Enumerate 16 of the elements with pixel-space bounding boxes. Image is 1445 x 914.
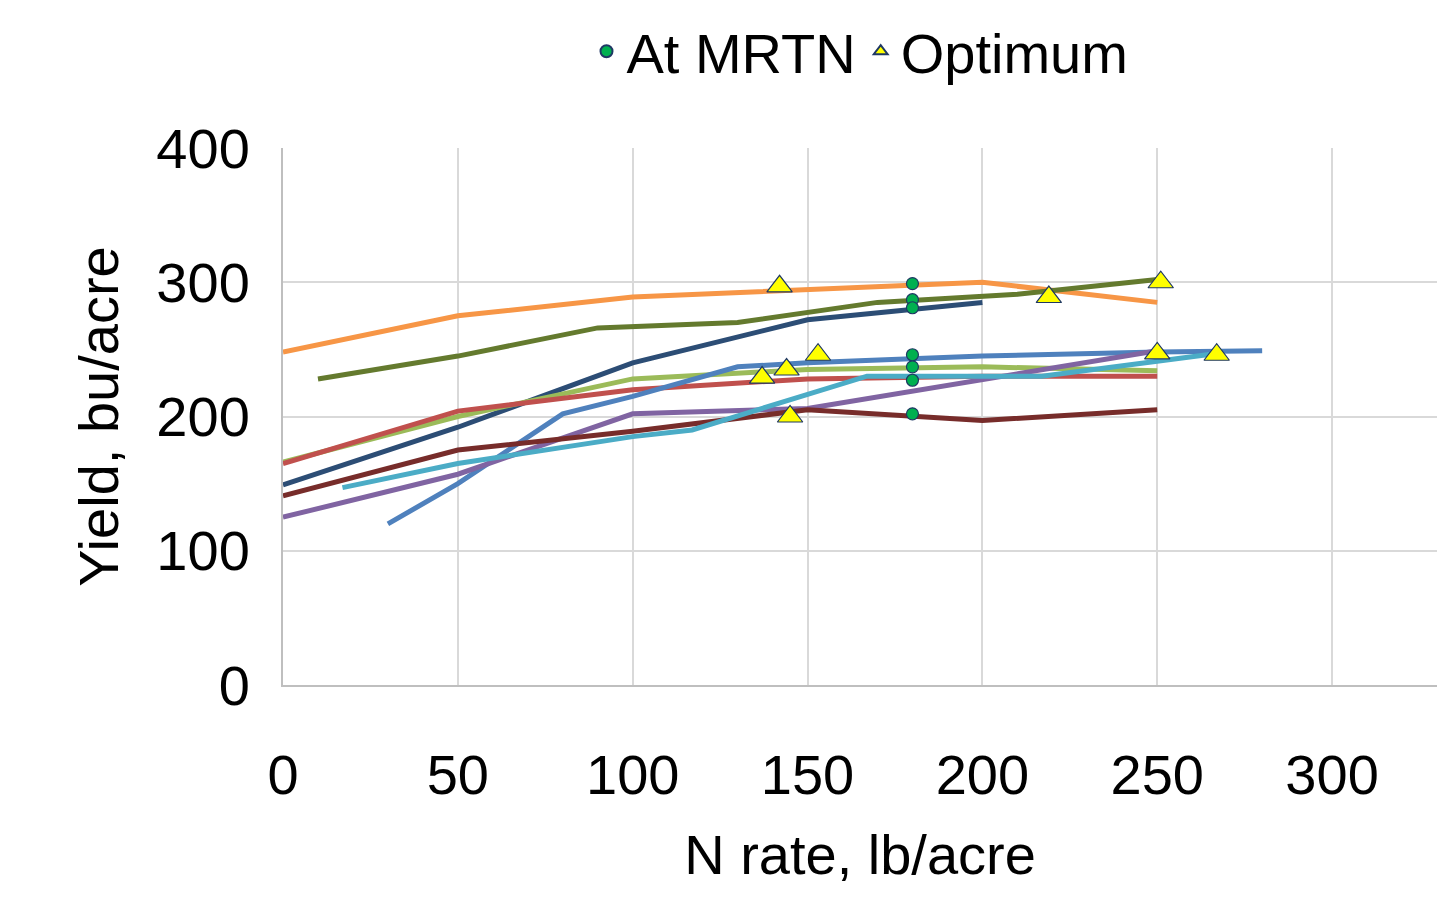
x-tick-label: 0 xyxy=(267,743,299,807)
y-tick-label: 0 xyxy=(218,653,250,717)
x-tick-label: 50 xyxy=(426,743,489,807)
y-tick-label: 200 xyxy=(156,385,250,449)
legend-label: At MRTN xyxy=(626,22,856,86)
x-tick-label: 250 xyxy=(1110,743,1204,807)
legend-label: Optimum xyxy=(900,22,1128,86)
y-tick-label: 400 xyxy=(156,116,250,180)
x-tick-label: 100 xyxy=(585,743,680,807)
x-axis-title: N rate, lb/acre xyxy=(684,823,1036,887)
x-tick-label: 150 xyxy=(760,743,855,807)
y-tick-label: 100 xyxy=(156,519,250,583)
x-tick-label: 200 xyxy=(935,743,1030,807)
x-tick-label: 300 xyxy=(1285,743,1379,807)
y-tick-label: 300 xyxy=(156,250,250,314)
y-axis-title: Yield, bu/acre xyxy=(66,246,130,587)
